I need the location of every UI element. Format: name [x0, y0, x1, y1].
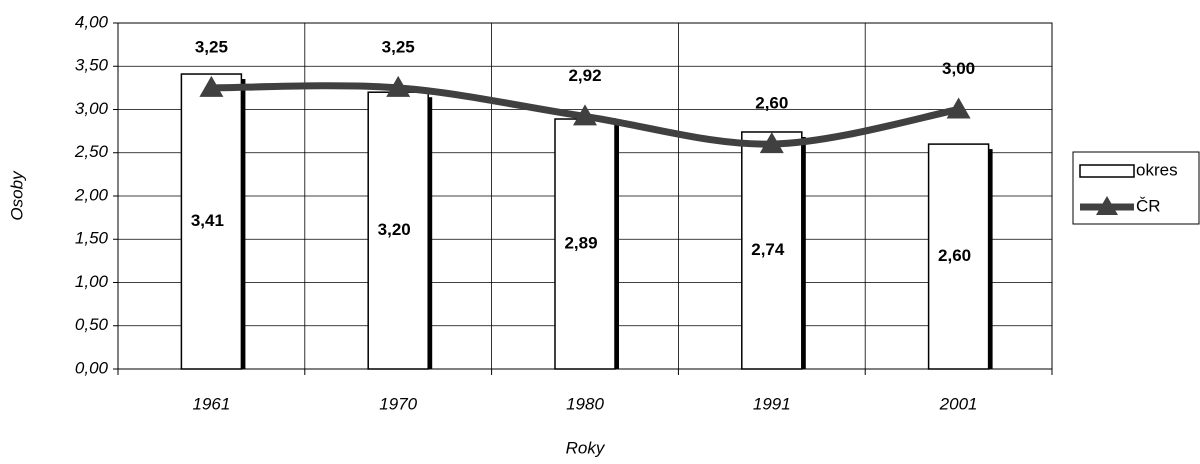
bar-shadow — [800, 136, 806, 369]
legend-label: okres — [1136, 160, 1178, 179]
x-tick-label: 1970 — [379, 394, 417, 413]
legend-marker — [1096, 196, 1118, 215]
legend-swatch — [1079, 164, 1135, 178]
line-value-label: 3,25 — [195, 37, 228, 56]
bar-shadow — [427, 97, 433, 369]
bar-shadow — [240, 79, 246, 369]
line-marker — [573, 104, 597, 126]
x-tick-label: 1980 — [566, 394, 604, 413]
bar — [741, 131, 803, 370]
y-axis-label: Osoby — [7, 170, 26, 221]
y-tick-label: 0,00 — [75, 358, 109, 377]
bar-value-label: 2,60 — [938, 246, 971, 265]
x-tick-label: 2001 — [939, 394, 978, 413]
line-marker — [199, 75, 224, 97]
line-marker — [946, 97, 971, 119]
bar — [927, 143, 990, 370]
legend-box — [1072, 151, 1200, 225]
bar — [180, 73, 243, 370]
x-tick-label: 1961 — [192, 394, 230, 413]
line-value-label: 3,00 — [942, 59, 975, 78]
y-tick-label: 3,00 — [75, 99, 109, 118]
bar — [367, 91, 429, 370]
y-tick-label: 2,50 — [74, 142, 109, 161]
y-tick-label: 1,50 — [75, 229, 109, 248]
bar-value-label: 3,20 — [378, 220, 411, 239]
bar-value-label: 2,89 — [564, 233, 597, 252]
y-tick-label: 3,50 — [75, 56, 109, 75]
y-tick-label: 0,50 — [75, 315, 109, 334]
line-value-label: 3,25 — [382, 37, 415, 56]
line-value-label: 2,92 — [568, 66, 601, 85]
y-tick-label: 2,00 — [74, 185, 109, 204]
x-tick-label: 1991 — [753, 394, 791, 413]
line-value-label: 2,60 — [755, 94, 788, 113]
x-axis-label: Roky — [566, 438, 606, 457]
line-marker — [386, 75, 411, 97]
bar-value-label: 3,41 — [191, 211, 224, 230]
bar-shadow — [614, 124, 619, 369]
y-tick-label: 1,00 — [75, 272, 109, 291]
y-tick-label: 4,00 — [75, 12, 109, 31]
legend-label: ČR — [1136, 196, 1161, 215]
bar-value-label: 2,74 — [751, 240, 785, 259]
line-marker — [759, 132, 784, 154]
bar-shadow — [987, 149, 993, 369]
